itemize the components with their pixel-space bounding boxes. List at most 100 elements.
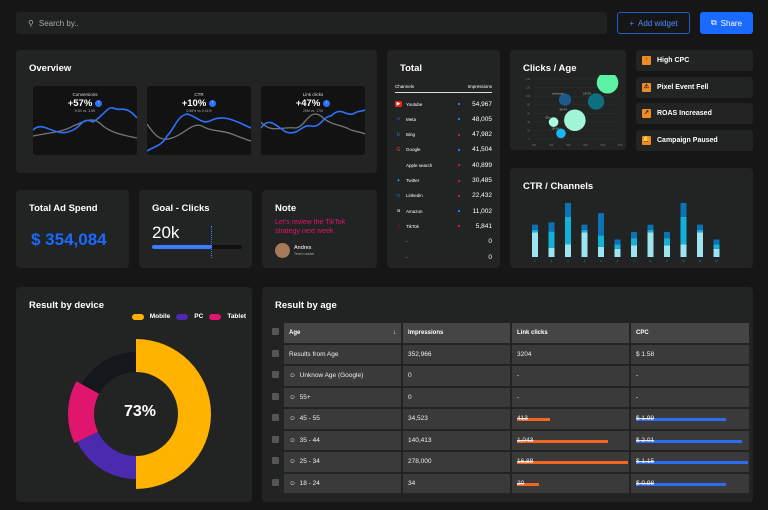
ctr-bar-segment[interactable] — [631, 245, 637, 257]
bubble[interactable] — [548, 117, 559, 127]
ctr-bar-segment[interactable] — [598, 213, 604, 236]
clicks-value: 413 — [517, 415, 528, 423]
channel-row[interactable]: in Linkedin 22,432 — [395, 190, 492, 202]
note-author: Andres — [294, 245, 312, 251]
ctr-bar-segment[interactable] — [614, 248, 621, 257]
ctr-bar-segment[interactable] — [565, 244, 571, 257]
ctr-bar-segment[interactable] — [548, 231, 555, 248]
ctr-bar-segment[interactable] — [581, 232, 588, 257]
ctr-bar-segment[interactable] — [697, 229, 703, 233]
table-row[interactable]: ☺ 55+ 0 - - — [272, 387, 749, 408]
ctr-bar-segment[interactable] — [713, 244, 720, 249]
ctr-bar-segment[interactable] — [581, 229, 588, 233]
ctr-bar-segment[interactable] — [680, 202, 687, 217]
channel-row[interactable]: ▶ Youtube 54,967 — [395, 98, 492, 110]
table-row[interactable]: ☺ 18 - 24 34 20 $ 0.98 — [272, 473, 749, 494]
share-button[interactable]: ⧉ Share — [700, 12, 753, 34]
panel-title: Note — [275, 203, 297, 214]
ctr-bar-segment[interactable] — [614, 244, 621, 249]
ctr-bar-segment[interactable] — [631, 231, 637, 239]
col-link-clicks[interactable]: Link clicks — [512, 323, 629, 343]
channel-row[interactable]: -0 — [395, 236, 492, 248]
ctr-bar-segment[interactable] — [532, 232, 538, 257]
table-row[interactable]: Results from Age 352,966 3204 $ 1.58 — [272, 344, 749, 365]
bubble[interactable] — [558, 93, 572, 106]
sort-down-icon[interactable]: ↓ — [393, 329, 396, 336]
metric-card[interactable]: Conversions +57% ↑ 5.5K vs. 3.5K — [33, 86, 137, 155]
ctr-bar-segment[interactable] — [647, 229, 654, 233]
donut-slice-remainder[interactable] — [81, 352, 136, 394]
channel-row[interactable]: ♪ TikTok 5,841 — [395, 220, 492, 232]
ctr-bar-segment[interactable] — [713, 239, 720, 245]
y-tick-label: 60 — [527, 112, 530, 115]
ctr-bar-segment[interactable] — [532, 229, 538, 233]
bing-icon: b — [397, 131, 400, 138]
ctr-bar-segment[interactable] — [647, 224, 654, 230]
alert-item[interactable]: 🔔 Campaign Paused — [636, 129, 753, 151]
table-row[interactable]: ☺ 25 - 34 278,000 16,88 $ 1.15 — [272, 452, 749, 472]
ctr-bar-segment[interactable] — [581, 224, 588, 230]
ctr-bar-segment[interactable] — [548, 247, 555, 257]
ctr-bar-segment[interactable] — [565, 216, 571, 245]
row-checkbox[interactable] — [272, 366, 282, 386]
ctr-bar-segment[interactable] — [664, 245, 670, 257]
ctr-bar-segment[interactable] — [680, 244, 687, 257]
ctr-bar-segment[interactable] — [548, 222, 555, 232]
alert-item[interactable]: ↑ High CPC — [636, 50, 753, 71]
col-cpc[interactable]: CPC — [631, 323, 749, 343]
ctr-bar-segment[interactable] — [598, 246, 604, 257]
share-label: Share — [720, 18, 743, 28]
ctr-bar-segment[interactable] — [647, 232, 654, 257]
donut-slice-mobile[interactable] — [136, 339, 211, 489]
row-checkbox[interactable] — [272, 452, 282, 472]
channel-row[interactable]: b Bing 47,982 — [395, 129, 492, 141]
row-checkbox[interactable] — [272, 345, 282, 365]
cpc-value: $ 2.01 — [636, 436, 655, 444]
ctr-channels-chart: 1 2 3 4 5 6 7 8 9 10 11 12 — [532, 202, 720, 263]
alert-item[interactable]: ⚠ Pixel Event Fell — [636, 76, 753, 98]
col-impressions[interactable]: Impressions — [403, 323, 510, 343]
ctr-bar-segment[interactable] — [713, 248, 720, 257]
table-row[interactable]: ☺ 45 - 55 34,523 413 $ 1.99 — [272, 409, 749, 429]
ctr-bar-segment[interactable] — [532, 224, 538, 230]
ctr-bar-segment[interactable] — [565, 202, 571, 217]
col-age[interactable]: Age ↓ — [284, 323, 401, 343]
arrow-up-icon: ↑ — [95, 100, 103, 107]
search-input[interactable]: ⚲ Search by.. — [16, 12, 607, 34]
channel-row[interactable]: -0 — [395, 251, 492, 263]
channel-row[interactable]: ✦ Twitter 30,485 — [395, 175, 492, 187]
donut-slice-tablet[interactable] — [68, 381, 100, 443]
channel-row[interactable]: Apple search 40,899 — [395, 159, 492, 171]
row-checkbox[interactable] — [272, 474, 282, 494]
metric-card[interactable]: Link clicks +47% ↑ 25M vs. 17M — [261, 86, 365, 155]
bubble[interactable] — [556, 128, 566, 139]
table-row[interactable]: ☺ 35 - 44 140,413 1,043 $ 2.01 — [272, 430, 749, 451]
ctr-bar-segment[interactable] — [664, 238, 670, 246]
row-checkbox[interactable] — [272, 388, 282, 408]
ctr-bar-segment[interactable] — [697, 224, 703, 230]
ctr-bar-segment[interactable] — [680, 216, 687, 245]
row-checkbox[interactable] — [272, 409, 282, 429]
ctr-bar-segment[interactable] — [631, 238, 637, 246]
add-widget-button[interactable]: + Add widget — [617, 12, 690, 34]
channel-name: Linkedin — [406, 193, 423, 199]
metric-card[interactable]: CTR +10% ↑ 0.56% vs 0.51% — [147, 86, 251, 155]
legend-label: Mobile — [149, 313, 171, 320]
ctr-bar-segment[interactable] — [614, 239, 621, 245]
row-checkbox[interactable] — [272, 431, 282, 451]
table-row[interactable]: ☺ Unknow Age (Google) 0 - - — [272, 366, 749, 386]
channel-row[interactable]: G Google 41,504 — [395, 144, 492, 156]
bubble[interactable] — [596, 75, 619, 94]
channel-row[interactable]: ∞ Meta 48,005 — [395, 113, 492, 125]
ctr-bar-segment[interactable] — [598, 235, 604, 247]
bubble[interactable] — [587, 93, 605, 110]
bubble[interactable] — [564, 109, 586, 132]
donut-slice-pc[interactable] — [77, 431, 136, 479]
cpc-bar — [636, 418, 726, 421]
alert-item[interactable]: ↗ ROAS Increased — [636, 103, 753, 124]
channel-row[interactable]: a Amazon 11,002 — [395, 205, 492, 217]
ctr-bar-segment[interactable] — [664, 231, 670, 239]
select-all-checkbox[interactable] — [272, 323, 282, 343]
ctr-bar-segment[interactable] — [697, 232, 703, 257]
channel-name: Youtube — [406, 101, 423, 107]
